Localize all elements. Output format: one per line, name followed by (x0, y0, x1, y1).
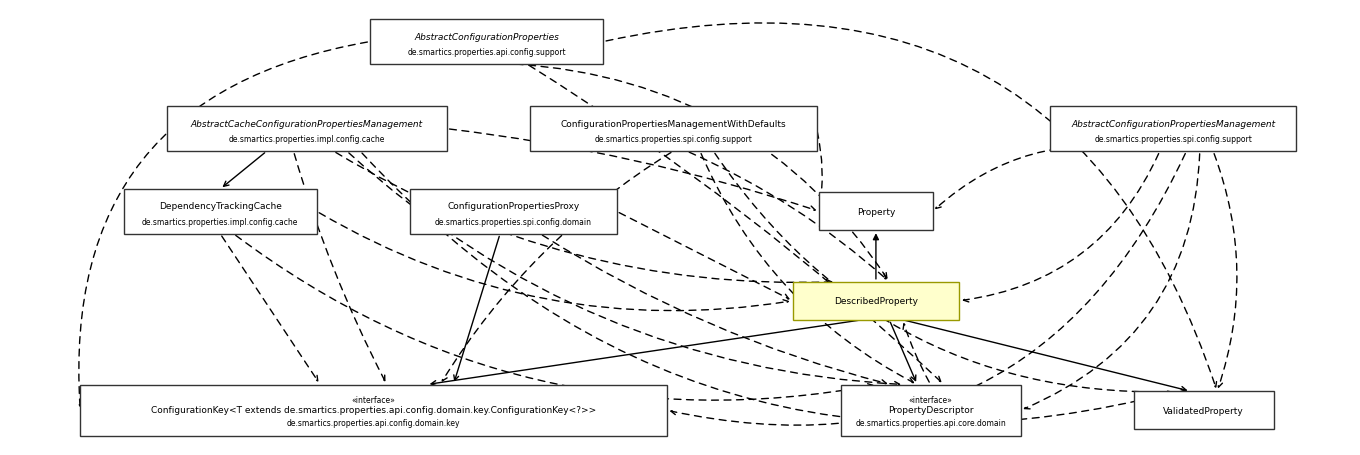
FancyBboxPatch shape (167, 107, 447, 152)
Text: ConfigurationPropertiesManagementWithDefaults: ConfigurationPropertiesManagementWithDef… (560, 120, 786, 129)
Text: de.smartics.properties.spi.config.support: de.smartics.properties.spi.config.suppor… (594, 135, 752, 144)
FancyBboxPatch shape (411, 190, 616, 234)
Text: de.smartics.properties.spi.config.support: de.smartics.properties.spi.config.suppor… (1095, 135, 1253, 144)
Text: DescribedProperty: DescribedProperty (834, 297, 918, 306)
Text: AbstractConfigurationPropertiesManagement: AbstractConfigurationPropertiesManagemen… (1072, 120, 1276, 129)
Text: DependencyTrackingCache: DependencyTrackingCache (159, 202, 282, 211)
Text: de.smartics.properties.impl.config.cache: de.smartics.properties.impl.config.cache (141, 217, 298, 226)
FancyBboxPatch shape (840, 384, 1020, 436)
FancyBboxPatch shape (124, 190, 317, 234)
Text: PropertyDescriptor: PropertyDescriptor (888, 405, 974, 414)
FancyBboxPatch shape (793, 282, 959, 320)
FancyBboxPatch shape (1134, 391, 1274, 429)
Text: ConfigurationPropertiesProxy: ConfigurationPropertiesProxy (447, 202, 579, 211)
FancyBboxPatch shape (530, 107, 816, 152)
Text: de.smartics.properties.api.config.support: de.smartics.properties.api.config.suppor… (408, 48, 566, 57)
Text: de.smartics.properties.spi.config.domain: de.smartics.properties.spi.config.domain (435, 217, 592, 226)
Text: AbstractConfigurationProperties: AbstractConfigurationProperties (415, 33, 559, 41)
Text: de.smartics.properties.api.config.domain.key: de.smartics.properties.api.config.domain… (287, 418, 460, 427)
Text: Property: Property (857, 207, 895, 217)
FancyBboxPatch shape (819, 193, 933, 231)
Text: ConfigurationKey<T extends de.smartics.properties.api.config.domain.key.Configur: ConfigurationKey<T extends de.smartics.p… (151, 405, 596, 414)
FancyBboxPatch shape (1050, 107, 1296, 152)
Text: AbstractCacheConfigurationPropertiesManagement: AbstractCacheConfigurationPropertiesMana… (190, 120, 423, 129)
FancyBboxPatch shape (80, 384, 666, 436)
FancyBboxPatch shape (370, 20, 604, 65)
Text: de.smartics.properties.api.core.domain: de.smartics.properties.api.core.domain (855, 418, 1006, 427)
Text: ValidatedProperty: ValidatedProperty (1163, 406, 1244, 415)
Text: de.smartics.properties.impl.config.cache: de.smartics.properties.impl.config.cache (228, 135, 385, 144)
Text: «interface»: «interface» (908, 395, 952, 404)
Text: «interface»: «interface» (351, 395, 396, 404)
